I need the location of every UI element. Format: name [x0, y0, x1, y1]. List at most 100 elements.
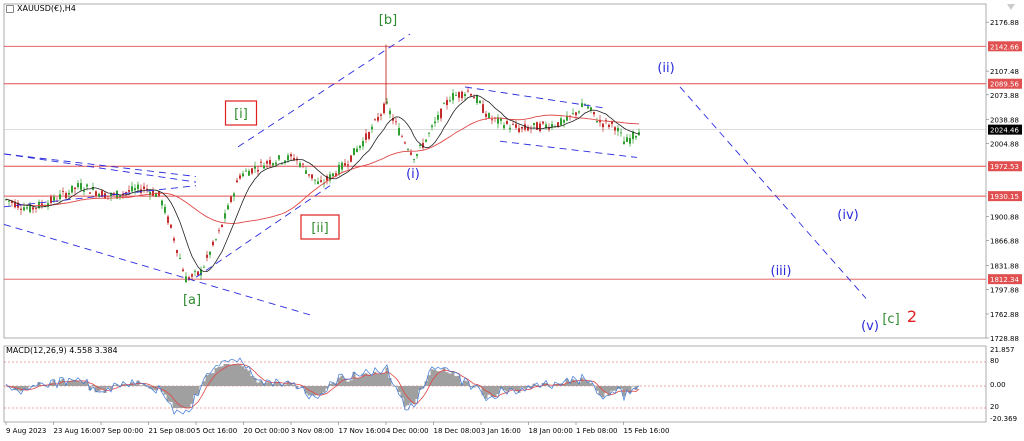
candle-body	[80, 183, 82, 190]
candle-body	[53, 196, 55, 201]
time-axis-label: 18 Dec 08:00	[434, 427, 481, 435]
candle-body	[359, 145, 361, 148]
macd-histogram-bar	[178, 386, 182, 408]
time-axis-label: 23 Aug 16:00	[54, 427, 101, 435]
time-axis-label: 3 Jan 16:00	[481, 427, 521, 435]
candle-body	[218, 230, 220, 232]
candle-body	[578, 111, 580, 113]
candle-body	[161, 200, 163, 206]
macd-histogram-bar	[379, 373, 383, 386]
candle-body	[392, 118, 394, 121]
candle-body	[518, 128, 520, 133]
time-axis-label: 5 Oct 16:00	[196, 427, 237, 435]
candle-body	[215, 239, 217, 241]
time-axis-label: 9 Aug 2023	[6, 427, 46, 435]
candle-body	[122, 193, 124, 195]
candle-body	[185, 276, 187, 283]
macd-histogram-bar	[166, 386, 170, 402]
macd-title: MACD(12,26,9) 4.558 3.384	[6, 346, 118, 355]
macd-histogram-bar	[91, 384, 95, 386]
candle-body	[446, 99, 448, 105]
macd-histogram-bar	[247, 370, 251, 386]
candle-body	[347, 164, 349, 166]
macd-histogram-bar	[31, 386, 35, 388]
candle-body	[551, 124, 553, 128]
price-axis-label: 2073.88	[990, 92, 1019, 100]
macd-histogram-bar	[241, 366, 245, 386]
macd-histogram-bar	[376, 373, 380, 386]
price-axis-label: 2004.88	[990, 140, 1019, 148]
symbol-label: XAUUSD(€),H4	[6, 4, 76, 13]
macd-histogram-bar	[550, 386, 554, 387]
macd-histogram-bar	[553, 384, 557, 386]
candle-body	[89, 192, 91, 194]
candle-body	[74, 187, 76, 190]
time-axis-label: 7 Sep 00:00	[101, 427, 143, 435]
candle-body	[398, 127, 400, 136]
candle-body	[599, 119, 601, 123]
price-axis-label: 1972.53	[990, 163, 1019, 171]
macd-histogram-bar	[151, 386, 155, 390]
candle-body	[542, 121, 544, 124]
macd-histogram-bar	[349, 380, 353, 386]
price-axis-badge	[988, 41, 1022, 52]
candle-body	[329, 174, 331, 181]
candle-body	[311, 174, 313, 179]
macd-histogram-bar	[283, 384, 287, 386]
macd-histogram-bar	[598, 386, 602, 396]
projection-line	[679, 86, 867, 299]
candle-body	[239, 175, 241, 179]
macd-histogram-bar	[37, 381, 41, 386]
wave-label: (ii)	[657, 61, 674, 76]
candle-body	[362, 141, 364, 147]
candle-body	[164, 206, 166, 213]
macd-histogram-bar	[583, 380, 587, 386]
candle-body	[260, 161, 262, 163]
candle-body	[8, 200, 10, 202]
candle-body	[68, 192, 70, 195]
candle-body	[113, 193, 115, 194]
macd-histogram-bar	[466, 381, 470, 386]
macd-histogram-bar	[208, 373, 212, 386]
triangle-icon[interactable]	[1007, 3, 1015, 11]
candle-body	[437, 114, 439, 120]
macd-histogram-bar	[523, 386, 527, 389]
candle-body	[299, 163, 301, 167]
candle-body	[83, 190, 85, 192]
candle-body	[212, 241, 214, 246]
macd-histogram-bar	[625, 386, 629, 392]
macd-histogram-bar	[430, 369, 434, 386]
macd-axis-label: -20.369	[990, 415, 1017, 423]
candle-body	[404, 142, 406, 144]
macd-histogram-bar	[520, 386, 524, 388]
candle-body	[386, 101, 388, 104]
macd-histogram-bar	[214, 368, 218, 386]
macd-histogram-bar	[73, 379, 77, 386]
candle-body	[596, 121, 598, 123]
macd-histogram-bar	[580, 377, 584, 386]
candle-body	[467, 90, 469, 92]
candle-body	[248, 170, 250, 176]
macd-histogram-bar	[169, 386, 173, 402]
macd-histogram-bar	[19, 386, 23, 392]
macd-histogram-bar	[82, 382, 86, 386]
candle-body	[152, 190, 154, 196]
candle-body	[605, 119, 607, 121]
time-axis-label: 17 Nov 16:00	[339, 427, 386, 435]
candle-body	[251, 168, 253, 174]
candle-body	[410, 152, 412, 155]
macd-histogram-bar	[256, 382, 260, 386]
macd-histogram-bar	[490, 386, 494, 397]
candle-body	[536, 122, 538, 131]
candle-body	[86, 184, 88, 187]
candle-body	[353, 148, 355, 156]
candle-body	[176, 250, 178, 253]
candle-body	[635, 136, 637, 138]
wave-label: 2	[907, 307, 917, 326]
candle-body	[527, 126, 529, 131]
macd-histogram-bar	[76, 380, 80, 386]
candle-body	[233, 193, 235, 197]
candle-body	[497, 117, 499, 124]
macd-histogram-bar	[121, 383, 125, 386]
candle-body	[35, 208, 37, 209]
